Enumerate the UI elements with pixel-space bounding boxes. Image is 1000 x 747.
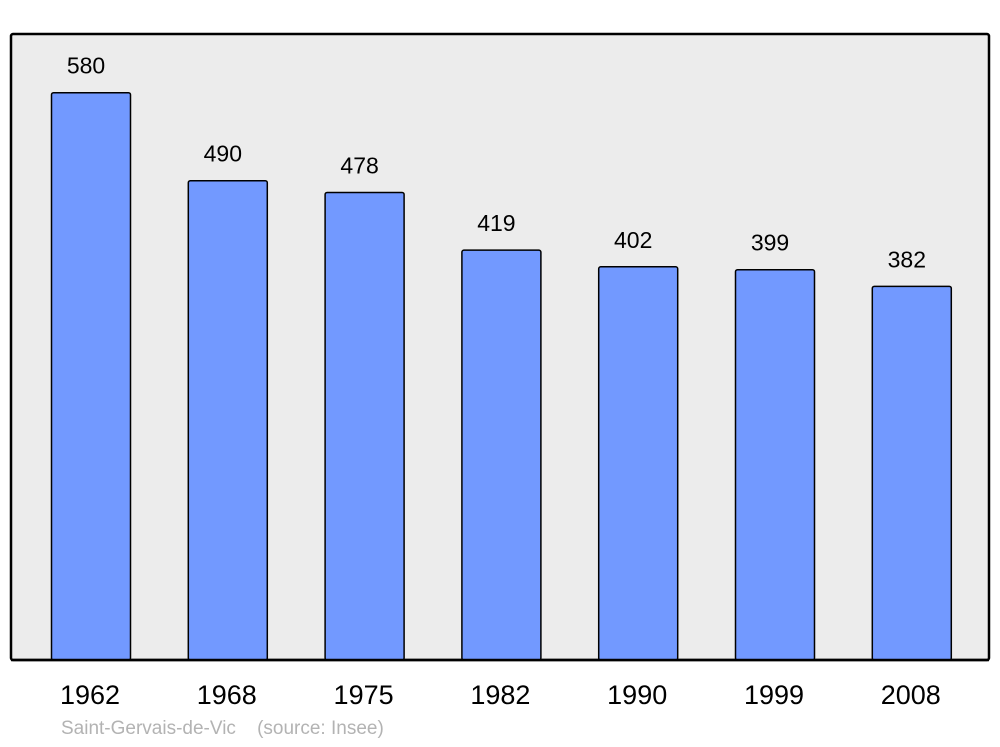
data-label-1982: 419	[477, 210, 515, 236]
data-label-1968: 490	[204, 141, 242, 167]
caption-source: (source: Insee)	[257, 718, 384, 739]
x-tick-label-1962: 1962	[60, 680, 120, 710]
bar-2008	[871, 285, 953, 661]
bar-1962	[50, 91, 132, 661]
data-label-2008: 382	[888, 246, 926, 272]
bar-1990	[597, 266, 679, 661]
data-label-1975: 478	[340, 152, 378, 178]
x-tick-label-1975: 1975	[334, 680, 394, 710]
data-label-1999: 399	[751, 230, 789, 256]
bar-1999	[734, 268, 816, 661]
x-tick-label-2008: 2008	[881, 680, 941, 710]
x-tick-label-1999: 1999	[744, 680, 804, 710]
bar-1968	[187, 179, 269, 661]
x-tick-label-1982: 1982	[470, 680, 530, 710]
bar-1975	[324, 191, 405, 661]
bar-1982	[461, 249, 542, 661]
chart-caption: Saint-Gervais-de-Vic (source: Insee)	[61, 718, 384, 740]
x-tick-label-1968: 1968	[197, 680, 257, 710]
caption-place: Saint-Gervais-de-Vic	[61, 718, 236, 739]
x-tick-label-1990: 1990	[607, 680, 667, 710]
data-label-1962: 580	[67, 53, 105, 79]
data-label-1990: 402	[614, 227, 652, 253]
